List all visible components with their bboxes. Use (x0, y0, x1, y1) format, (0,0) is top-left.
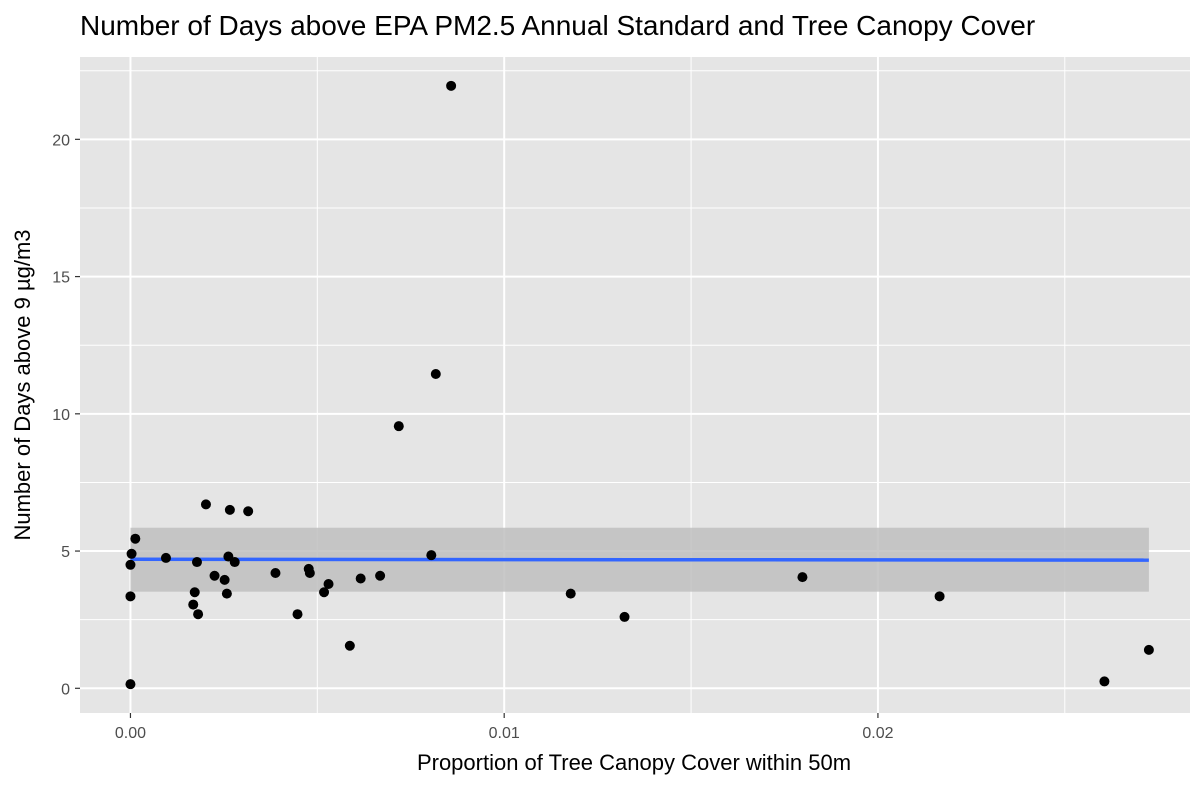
fit-line (130, 557, 1149, 562)
y-tick-label: 0 (61, 681, 70, 698)
data-point (125, 679, 136, 690)
data-point (270, 568, 281, 579)
data-point (344, 640, 355, 651)
data-point (934, 591, 945, 602)
data-point (221, 588, 232, 599)
minor-gridlines (80, 57, 1190, 713)
data-point (191, 557, 202, 568)
data-point (1099, 676, 1110, 687)
x-axis-title: Proportion of Tree Canopy Cover within 5… (417, 750, 851, 775)
chart-title: Number of Days above EPA PM2.5 Annual St… (80, 10, 1035, 41)
data-point (430, 369, 441, 380)
data-point (160, 552, 171, 563)
y-tick-label: 15 (52, 270, 70, 287)
x-tick-label: 0.02 (862, 725, 893, 742)
data-point (126, 548, 137, 559)
data-point (565, 588, 576, 599)
data-point (229, 557, 240, 568)
data-point (619, 611, 630, 622)
y-axis: 0 5 10 15 20 (52, 132, 80, 698)
y-tick-label: 20 (52, 132, 70, 149)
data-point (209, 570, 220, 581)
data-point (189, 587, 200, 598)
data-point (125, 559, 136, 570)
data-point (125, 591, 136, 602)
data-point (393, 421, 404, 432)
x-tick-label: 0.01 (489, 725, 520, 742)
y-tick-label: 5 (61, 544, 70, 561)
data-point (797, 572, 808, 583)
data-point (446, 80, 457, 91)
fit-line-layer (130, 557, 1149, 562)
data-point (200, 499, 211, 510)
data-point (426, 550, 437, 561)
plot-panel (80, 57, 1190, 713)
data-point (243, 506, 254, 517)
x-axis: 0.00 0.01 0.02 (115, 713, 894, 742)
data-point (319, 587, 330, 598)
data-point (1143, 644, 1154, 655)
data-point (219, 574, 230, 585)
data-point (292, 609, 303, 620)
data-point (188, 599, 199, 610)
data-point (375, 570, 386, 581)
x-tick-label: 0.00 (115, 725, 146, 742)
data-point (323, 578, 334, 589)
data-point (355, 573, 366, 584)
data-points (125, 80, 1154, 690)
data-point (130, 533, 141, 544)
data-point (193, 609, 204, 620)
data-point (224, 504, 235, 515)
data-point (304, 568, 315, 579)
y-tick-label: 10 (52, 407, 70, 424)
y-axis-title: Number of Days above 9 µg/m3 (10, 229, 35, 540)
